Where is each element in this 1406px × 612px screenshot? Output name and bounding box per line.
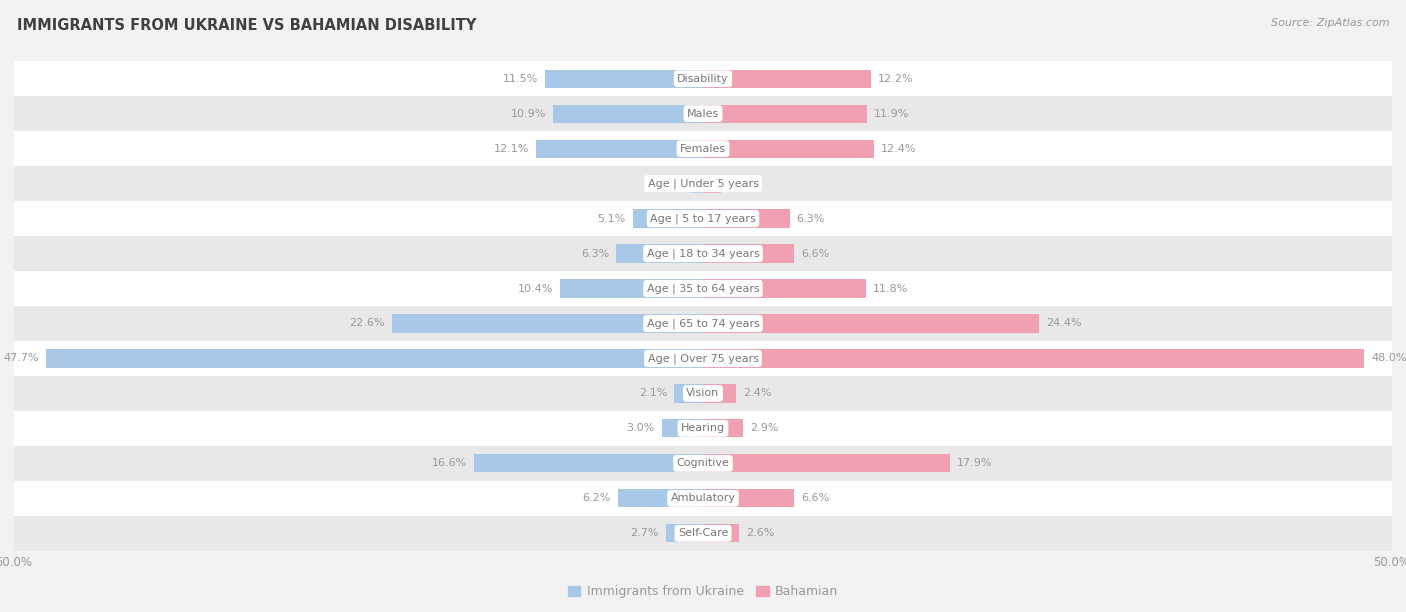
Bar bbox=[703, 454, 949, 472]
Text: 10.9%: 10.9% bbox=[510, 109, 546, 119]
Bar bbox=[14, 236, 1392, 271]
Bar bbox=[553, 105, 703, 123]
Text: 12.1%: 12.1% bbox=[494, 144, 530, 154]
Bar bbox=[617, 489, 703, 507]
Text: 5.1%: 5.1% bbox=[598, 214, 626, 223]
Text: Source: ZipAtlas.com: Source: ZipAtlas.com bbox=[1271, 18, 1389, 28]
Bar bbox=[703, 105, 868, 123]
Bar bbox=[14, 306, 1392, 341]
Bar bbox=[703, 315, 1039, 332]
Bar bbox=[703, 280, 866, 297]
Text: 11.8%: 11.8% bbox=[873, 283, 908, 294]
Bar bbox=[703, 244, 794, 263]
Text: 12.2%: 12.2% bbox=[877, 73, 914, 84]
Text: 2.1%: 2.1% bbox=[638, 389, 668, 398]
Text: 1.3%: 1.3% bbox=[728, 179, 756, 188]
Text: 6.2%: 6.2% bbox=[582, 493, 610, 503]
Text: 2.6%: 2.6% bbox=[745, 528, 775, 539]
Bar bbox=[703, 384, 737, 403]
Text: Age | 5 to 17 years: Age | 5 to 17 years bbox=[650, 214, 756, 224]
Text: 6.3%: 6.3% bbox=[797, 214, 825, 223]
Bar bbox=[14, 166, 1392, 201]
Text: 1.0%: 1.0% bbox=[654, 179, 682, 188]
Text: 10.4%: 10.4% bbox=[517, 283, 553, 294]
Bar bbox=[560, 280, 703, 297]
Bar bbox=[14, 446, 1392, 481]
Text: 2.4%: 2.4% bbox=[742, 389, 772, 398]
Text: 3.0%: 3.0% bbox=[627, 424, 655, 433]
Text: 16.6%: 16.6% bbox=[432, 458, 467, 468]
Bar bbox=[474, 454, 703, 472]
Text: 6.6%: 6.6% bbox=[801, 493, 830, 503]
Text: Age | 35 to 64 years: Age | 35 to 64 years bbox=[647, 283, 759, 294]
Bar bbox=[14, 131, 1392, 166]
Bar bbox=[14, 516, 1392, 551]
Text: IMMIGRANTS FROM UKRAINE VS BAHAMIAN DISABILITY: IMMIGRANTS FROM UKRAINE VS BAHAMIAN DISA… bbox=[17, 18, 477, 34]
Bar bbox=[392, 315, 703, 332]
Bar bbox=[14, 271, 1392, 306]
Bar bbox=[14, 61, 1392, 96]
Bar bbox=[666, 524, 703, 542]
Text: Ambulatory: Ambulatory bbox=[671, 493, 735, 503]
Text: 47.7%: 47.7% bbox=[3, 354, 39, 364]
Text: Females: Females bbox=[681, 144, 725, 154]
Bar bbox=[673, 384, 703, 403]
Text: 2.7%: 2.7% bbox=[630, 528, 659, 539]
Bar bbox=[703, 349, 1364, 368]
Bar bbox=[633, 209, 703, 228]
Bar bbox=[662, 419, 703, 438]
Text: 24.4%: 24.4% bbox=[1046, 318, 1081, 329]
Bar bbox=[14, 481, 1392, 516]
Bar bbox=[703, 174, 721, 193]
Bar bbox=[14, 341, 1392, 376]
Bar bbox=[703, 140, 875, 158]
Bar bbox=[703, 489, 794, 507]
Bar bbox=[616, 244, 703, 263]
Bar bbox=[703, 524, 738, 542]
Bar bbox=[14, 376, 1392, 411]
Text: 48.0%: 48.0% bbox=[1371, 354, 1406, 364]
Bar bbox=[14, 411, 1392, 446]
Bar bbox=[689, 174, 703, 193]
Text: 6.6%: 6.6% bbox=[801, 248, 830, 258]
Bar bbox=[14, 201, 1392, 236]
Text: 6.3%: 6.3% bbox=[581, 248, 609, 258]
Bar bbox=[703, 419, 742, 438]
Text: Vision: Vision bbox=[686, 389, 720, 398]
Text: Hearing: Hearing bbox=[681, 424, 725, 433]
Text: Disability: Disability bbox=[678, 73, 728, 84]
Text: 11.5%: 11.5% bbox=[502, 73, 537, 84]
Text: Age | Over 75 years: Age | Over 75 years bbox=[648, 353, 758, 364]
Bar bbox=[46, 349, 703, 368]
Text: 12.4%: 12.4% bbox=[880, 144, 917, 154]
Bar bbox=[703, 70, 872, 88]
Text: Males: Males bbox=[688, 109, 718, 119]
Text: Self-Care: Self-Care bbox=[678, 528, 728, 539]
Bar bbox=[14, 96, 1392, 131]
Bar bbox=[544, 70, 703, 88]
Text: Cognitive: Cognitive bbox=[676, 458, 730, 468]
Text: 22.6%: 22.6% bbox=[349, 318, 385, 329]
Text: 2.9%: 2.9% bbox=[749, 424, 779, 433]
Legend: Immigrants from Ukraine, Bahamian: Immigrants from Ukraine, Bahamian bbox=[562, 580, 844, 603]
Text: Age | Under 5 years: Age | Under 5 years bbox=[648, 178, 758, 189]
Text: Age | 18 to 34 years: Age | 18 to 34 years bbox=[647, 248, 759, 259]
Text: 11.9%: 11.9% bbox=[875, 109, 910, 119]
Bar bbox=[536, 140, 703, 158]
Text: Age | 65 to 74 years: Age | 65 to 74 years bbox=[647, 318, 759, 329]
Bar bbox=[703, 209, 790, 228]
Text: 17.9%: 17.9% bbox=[956, 458, 993, 468]
